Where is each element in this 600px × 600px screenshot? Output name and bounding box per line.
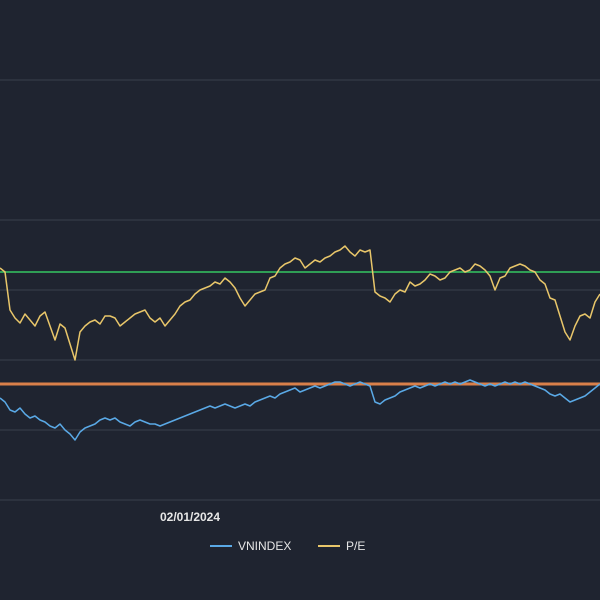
x-tick-label: 02/01/2024 (160, 510, 220, 524)
gridlines (0, 79, 600, 501)
legend-item-pe[interactable]: P/E (318, 539, 365, 553)
vnindex-series-line (0, 379, 600, 441)
legend-label-pe: P/E (346, 539, 365, 553)
pe-series-line (0, 245, 600, 361)
legend: VNINDEX P/E (210, 539, 365, 553)
legend-item-vnindex[interactable]: VNINDEX (210, 539, 291, 553)
legend-label-vnindex: VNINDEX (238, 539, 291, 553)
